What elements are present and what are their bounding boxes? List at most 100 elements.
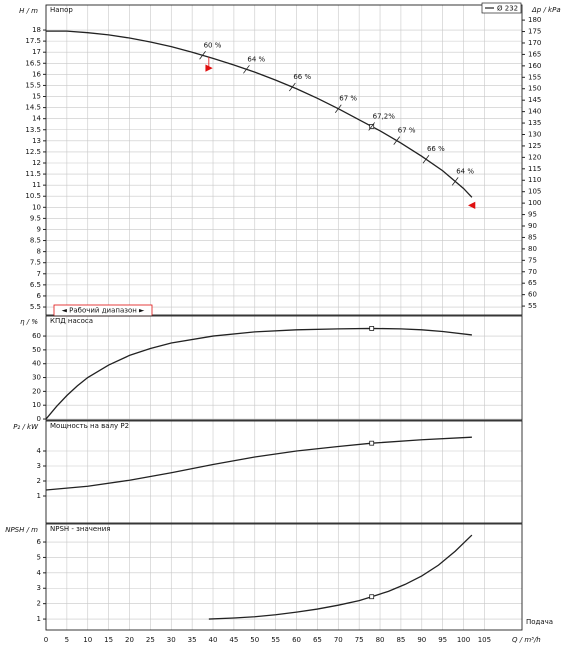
y-tick-label: 16 [32, 70, 41, 78]
panel-title: NPSH - значения [50, 525, 111, 533]
x-tick-label: 65 [313, 636, 322, 644]
y-tick-label: 11 [32, 181, 41, 189]
y2-tick-label: 165 [528, 50, 541, 58]
y-axis-title: NPSH / m [5, 526, 38, 534]
efficiency-tick [199, 51, 206, 60]
x-tick-label: 20 [125, 636, 134, 644]
efficiency-tick [243, 65, 250, 74]
efficiency-tick [451, 177, 459, 186]
range-marker [205, 57, 213, 72]
y2-tick-label: 105 [528, 188, 541, 196]
y-axis-title: H / m [19, 7, 38, 15]
y2-tick-label: 60 [528, 291, 537, 299]
y2-tick-label: 90 [528, 222, 537, 230]
efficiency-label: 67 % [398, 127, 416, 135]
y-tick-label: 10.5 [25, 192, 41, 200]
y-tick-label: 10 [32, 203, 41, 211]
y2-tick-label: 170 [528, 39, 541, 47]
range-marker [468, 201, 476, 209]
x-tick-label: 35 [188, 636, 197, 644]
y2-tick-label: 55 [528, 302, 537, 310]
y2-tick-label: 155 [528, 73, 541, 81]
panel-title: КПД насоса [50, 317, 93, 325]
y2-tick-label: 160 [528, 62, 541, 70]
y-tick-label: 20 [32, 387, 41, 395]
efficiency-tick [334, 104, 342, 113]
curve [45, 327, 472, 420]
x-tick-label: 85 [396, 636, 405, 644]
x-tick-label: 25 [146, 636, 155, 644]
y-tick-label: 4 [37, 569, 42, 577]
panel-frame [45, 315, 523, 421]
y2-tick-label: 145 [528, 96, 541, 104]
y-tick-label: 8.5 [30, 237, 41, 245]
y2-tick-label: 95 [528, 211, 537, 219]
y2-axis-title: Δp / kPa [531, 6, 561, 14]
y-tick-label: 9.5 [30, 214, 41, 222]
x-tick-label: 0 [44, 636, 48, 644]
panel-title: Мощность на валу P2 [50, 422, 129, 430]
y2-tick-label: 135 [528, 119, 541, 127]
y-tick-label: 14 [32, 115, 41, 123]
y-tick-label: 12 [32, 159, 41, 167]
curve [208, 534, 473, 620]
panel-title: Напор [50, 6, 73, 14]
y-tick-label: 2 [37, 477, 41, 485]
y-tick-label: 15.5 [25, 81, 41, 89]
x-tick-label: 5 [65, 636, 69, 644]
legend-box [481, 2, 522, 14]
duty-point [369, 440, 375, 446]
legend-label: Ø 232 [497, 5, 518, 13]
y-tick-label: 18 [32, 26, 41, 34]
x-axis-note: Подача [526, 618, 553, 626]
x-tick-label: 90 [417, 636, 426, 644]
x-tick-label: 75 [355, 636, 364, 644]
y2-tick-label: 100 [528, 199, 541, 207]
curve [46, 30, 473, 198]
y-tick-label: 7 [37, 270, 41, 278]
efficiency-tick [368, 122, 376, 131]
y-tick-label: 6 [37, 292, 42, 300]
y-tick-label: 9 [37, 225, 41, 233]
y-tick-label: 8 [37, 248, 41, 256]
y2-tick-label: 85 [528, 233, 537, 241]
efficiency-label: 64 % [247, 55, 265, 63]
efficiency-label: 64 % [456, 167, 474, 175]
y2-tick-label: 130 [528, 130, 541, 138]
efficiency-label: 60 % [204, 41, 222, 49]
y-tick-label: 17.5 [25, 37, 41, 45]
panel-frame [45, 4, 523, 316]
y-tick-label: 10 [32, 401, 41, 409]
y-tick-label: 5 [37, 553, 41, 561]
y-tick-label: 0 [37, 415, 41, 423]
x-tick-label: 95 [438, 636, 447, 644]
y2-tick-label: 75 [528, 256, 537, 264]
y2-tick-label: 120 [528, 153, 541, 161]
y-tick-label: 13 [32, 137, 41, 145]
x-tick-label: 45 [229, 636, 238, 644]
y2-tick-label: 115 [528, 165, 541, 173]
y2-tick-label: 65 [528, 279, 537, 287]
y-tick-label: 3 [37, 584, 41, 592]
y-tick-label: 13.5 [25, 126, 41, 134]
y2-tick-label: 70 [528, 268, 537, 276]
y-tick-label: 4 [37, 447, 42, 455]
y-tick-label: 12.5 [25, 148, 41, 156]
x-tick-label: 40 [209, 636, 218, 644]
y2-tick-label: 110 [528, 176, 541, 184]
duty-point [369, 594, 375, 600]
y-tick-label: 17 [32, 48, 41, 56]
y2-tick-label: 150 [528, 85, 541, 93]
x-tick-label: 50 [250, 636, 259, 644]
y-tick-label: 50 [32, 346, 41, 354]
y-tick-label: 3 [37, 462, 41, 470]
y-tick-label: 2 [37, 600, 41, 608]
y2-tick-label: 140 [528, 108, 541, 116]
panel-frame [45, 523, 523, 631]
efficiency-label: 66 % [427, 145, 445, 153]
y-tick-label: 15 [32, 93, 41, 101]
x-tick-label: 15 [104, 636, 113, 644]
range-label: ◄ Рабочий диапазон ► [62, 307, 146, 315]
x-tick-label: 10 [83, 636, 92, 644]
x-tick-label: 70 [334, 636, 343, 644]
